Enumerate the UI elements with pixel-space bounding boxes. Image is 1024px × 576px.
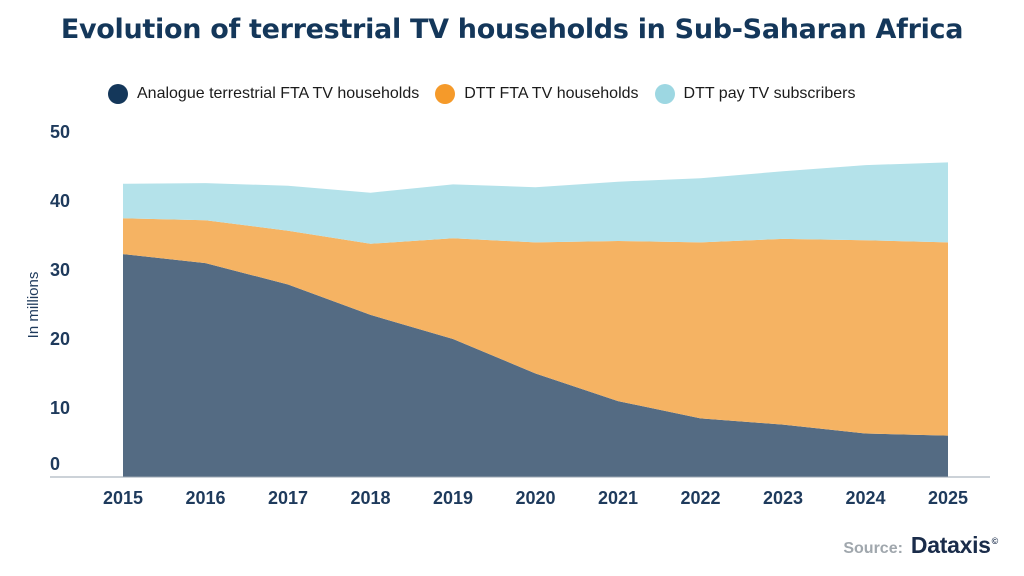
area-series-3 (123, 162, 948, 244)
y-tick-label: 40 (50, 191, 70, 211)
legend-swatch-dtt-fta (435, 84, 456, 104)
x-tick-label: 2017 (268, 488, 308, 508)
y-tick-label: 50 (50, 122, 70, 142)
y-tick-label: 20 (50, 329, 70, 349)
legend-swatch-dtt-pay (654, 84, 675, 104)
legend-label-dtt-fta: DTT FTA TV households (464, 85, 639, 102)
copyright-mark: © (991, 536, 999, 547)
legend-item-dtt-fta: DTT FTA TV households (435, 84, 639, 104)
dataxis-logo-text: Dataxis (910, 532, 991, 558)
x-tick-label: 2020 (515, 488, 555, 508)
x-tick-label: 2018 (350, 488, 390, 508)
x-tick-label: 2019 (433, 488, 473, 508)
source-credit: Source: Dataxis© (843, 532, 998, 559)
y-tick-label: 30 (50, 260, 70, 280)
area-series-1 (123, 254, 948, 477)
y-tick-label: 0 (50, 454, 60, 474)
x-tick-label: 2025 (928, 488, 968, 508)
source-label: Source: (843, 540, 903, 557)
legend-item-dtt-pay: DTT pay TV subscribers (654, 84, 856, 104)
x-tick-label: 2022 (680, 488, 720, 508)
y-tick-label: 10 (50, 398, 70, 418)
dataxis-logo: Dataxis© (911, 532, 998, 559)
x-tick-label: 2016 (185, 488, 225, 508)
legend-item-analogue: Analogue terrestrial FTA TV households (108, 84, 419, 104)
legend-label-analogue: Analogue terrestrial FTA TV households (137, 85, 420, 102)
y-axis-title: In millions (25, 272, 42, 339)
area-series-2 (123, 218, 948, 436)
legend-label-dtt-pay: DTT pay TV subscribers (683, 85, 856, 102)
chart-legend: Analogue terrestrial FTA TV households D… (108, 84, 871, 104)
legend-swatch-analogue (108, 84, 128, 104)
x-tick-label: 2021 (598, 488, 638, 508)
x-tick-label: 2015 (103, 488, 143, 508)
x-tick-label: 2024 (845, 488, 885, 508)
chart-title: Evolution of terrestrial TV households i… (60, 14, 964, 45)
x-tick-label: 2023 (763, 488, 803, 508)
